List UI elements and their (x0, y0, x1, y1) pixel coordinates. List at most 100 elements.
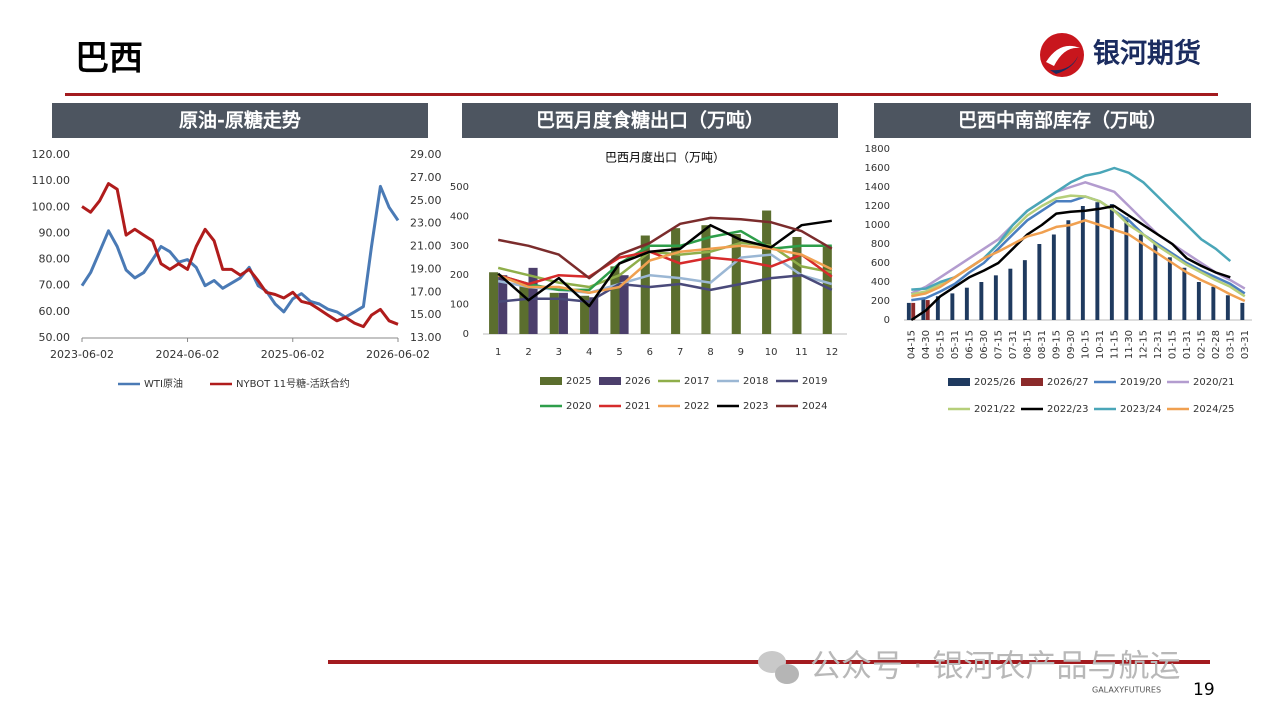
bar (701, 225, 711, 334)
y-tick-label: 1800 (865, 144, 890, 155)
y-tick-label: 200 (871, 296, 890, 307)
legend-label: 2023/24 (1120, 404, 1162, 415)
x-tick-label: 10 (765, 347, 778, 358)
bar (1066, 220, 1071, 320)
bar (640, 235, 650, 334)
x-tick-label: 2026-06-02 (366, 348, 430, 361)
bar (671, 228, 681, 334)
y-tick-label: 200 (450, 270, 469, 281)
y-tick-label: 120.00 (32, 148, 71, 161)
footer-brand: GALAXYFUTURES (1092, 686, 1161, 695)
bar (580, 295, 590, 334)
legend-label: 2025 (566, 376, 591, 387)
bar (1051, 234, 1056, 320)
y-tick-label: 100 (450, 300, 469, 311)
legend-label: 2022/23 (1047, 404, 1089, 415)
y-tick-label: 70.00 (39, 279, 71, 292)
bar (993, 275, 998, 320)
logo-icon (1040, 33, 1084, 77)
legend-swatch (1021, 378, 1043, 386)
bar (1037, 244, 1042, 320)
x-tick-label: 11-30 (1124, 330, 1135, 359)
bar (1211, 286, 1216, 320)
legend-label: 2019/20 (1120, 377, 1162, 388)
bar (921, 298, 926, 320)
x-tick-label: 3 (556, 347, 562, 358)
legend-label: WTI原油 (144, 377, 183, 390)
bar (528, 267, 538, 334)
y2-tick-label: 17.00 (410, 285, 442, 298)
panel-header (52, 103, 428, 138)
x-tick-label: 9 (738, 347, 744, 358)
x-tick-label: 8 (707, 347, 713, 358)
x-tick-label: 07-15 (993, 330, 1004, 359)
chart-title: 原油-原糖走势 (179, 109, 301, 132)
x-tick-label: 7 (677, 347, 683, 358)
y2-tick-label: 19.00 (410, 262, 442, 275)
x-tick-label: 5 (616, 347, 622, 358)
bar (549, 292, 559, 334)
x-tick-label: 05-31 (950, 330, 961, 359)
legend-label: 2025/26 (974, 377, 1016, 388)
bar (935, 296, 940, 320)
bar (1022, 260, 1027, 320)
slide-title: 巴西 (75, 39, 143, 79)
y-tick-label: 110.00 (32, 174, 71, 187)
x-tick-label: 04-15 (906, 330, 917, 359)
x-tick-label: 05-15 (935, 330, 946, 359)
y-tick-label: 1400 (865, 182, 890, 193)
legend-label: 2018 (743, 376, 768, 387)
bar (964, 287, 969, 320)
x-tick-label: 2024-06-02 (156, 348, 220, 361)
bar (1240, 302, 1245, 320)
legend-label: 2021 (625, 401, 650, 412)
y2-tick-label: 13.00 (410, 331, 442, 344)
x-tick-label: 2023-06-02 (50, 348, 114, 361)
legend-label: 2024/25 (1193, 404, 1235, 415)
y-tick-label: 500 (450, 182, 469, 193)
bar (1196, 282, 1201, 320)
logo-swoosh (1050, 56, 1078, 74)
y-tick-label: 600 (871, 258, 890, 269)
bar (589, 297, 599, 334)
x-tick-label: 1 (495, 347, 501, 358)
line-series (497, 216, 833, 280)
y2-tick-label: 21.00 (410, 240, 442, 253)
legend-label: 2019 (802, 376, 827, 387)
bar (1167, 257, 1172, 320)
y-tick-label: 300 (450, 241, 469, 252)
bar (1225, 295, 1230, 320)
line-series (910, 181, 1246, 295)
line-series (497, 219, 832, 308)
bar (498, 275, 508, 334)
chart-subtitle: 巴西月度出口（万吨） (605, 150, 725, 165)
x-tick-label: 03-15 (1225, 330, 1236, 359)
bar (792, 236, 802, 334)
bar (489, 272, 499, 334)
chart-title: 巴西中南部库存（万吨） (958, 109, 1167, 132)
line-series (497, 229, 832, 292)
bar (1153, 244, 1158, 320)
x-tick-label: 10-31 (1095, 330, 1106, 359)
line-series (911, 219, 1246, 303)
chart-title: 巴西月度食糖出口（万吨） (536, 109, 764, 132)
x-tick-label: 08-31 (1037, 330, 1048, 359)
bar (1080, 206, 1085, 320)
legend-label: 2026 (625, 376, 650, 387)
x-tick-label: 12 (825, 347, 838, 358)
y-tick-label: 50.00 (39, 331, 71, 344)
legend-label: 2022 (684, 401, 709, 412)
x-tick-label: 07-31 (1008, 330, 1019, 359)
legend-label: 2023 (743, 401, 768, 412)
legend-label: NYBOT 11号糖-活跃合约 (236, 377, 350, 390)
bar (822, 245, 832, 334)
bar (906, 302, 911, 320)
x-tick-label: 12-15 (1138, 330, 1149, 359)
x-tick-label: 11-15 (1109, 330, 1120, 359)
y-tick-label: 1600 (865, 163, 890, 174)
logo-circle (1040, 33, 1084, 77)
legend-swatch (948, 378, 970, 386)
y-tick-label: 100.00 (32, 200, 71, 213)
